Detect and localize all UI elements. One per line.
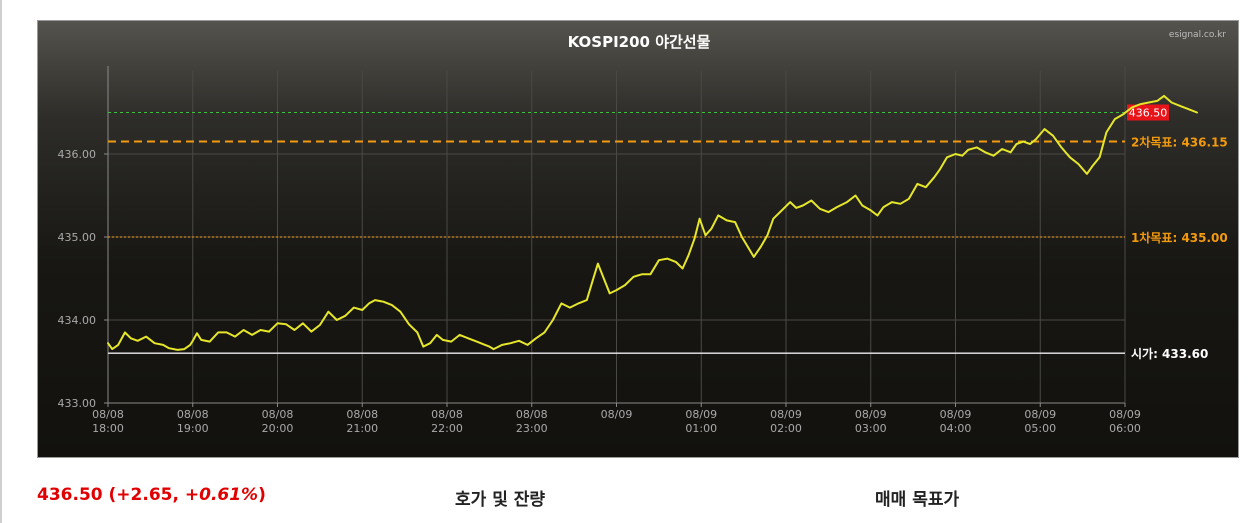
current-quote: 436.50 (+2.65, +0.61%) — [37, 485, 266, 505]
x-tick-label-time: 01:00 — [685, 422, 717, 435]
reference-line-label: 2차목표: 436.15 — [1131, 135, 1228, 150]
x-tick-label-date: 08/08 — [346, 408, 378, 421]
x-tick-label-date: 08/08 — [177, 408, 209, 421]
y-tick-label: 434.00 — [58, 314, 97, 327]
x-tick-label-time: 06:00 — [1109, 422, 1141, 435]
x-tick-label-time: 21:00 — [346, 422, 378, 435]
price-chart: KOSPI200 야간선물 esignal.co.kr08/0818:0008/0… — [58, 30, 1228, 435]
price-series-line — [107, 94, 1198, 351]
x-tick-label-time: 19:00 — [177, 422, 209, 435]
x-tick-label-date: 08/08 — [92, 408, 124, 421]
x-tick-label-date: 08/08 — [262, 408, 294, 421]
x-tick-label-date: 08/09 — [940, 408, 972, 421]
x-tick-label-time: 05:00 — [1024, 422, 1056, 435]
left-border — [0, 0, 2, 523]
y-tick-label: 436.00 — [58, 148, 97, 161]
target-price-link[interactable]: 매매 목표가 — [875, 490, 960, 510]
chart-panel: KOSPI200 야간선물 esignal.co.kr 08/08 18:00 08/0… — [37, 20, 1239, 458]
reference-line-label: 시가: 433.60 — [1131, 346, 1208, 361]
x-tick-label-time: 23:00 — [516, 422, 548, 435]
x-tick-label-time: 03:00 — [855, 422, 887, 435]
x-tick-label-date: 08/08 — [431, 408, 463, 421]
x-tick-label-time: 02:00 — [770, 422, 802, 435]
x-tick-label-time: 20:00 — [262, 422, 294, 435]
y-tick-label: 433.00 — [58, 397, 97, 410]
price-badge-label: 436.50 — [1129, 107, 1168, 120]
price-badge — [1127, 104, 1169, 121]
x-tick-label-date: 08/09 — [1024, 408, 1056, 421]
x-tick-label-date: 08/09 — [1109, 408, 1141, 421]
reference-line-label: 1차목표: 435.00 — [1131, 230, 1228, 245]
y-tick-label: 435.00 — [58, 231, 97, 244]
quote-close: ) — [258, 485, 266, 505]
x-tick-label-date: 08/09 — [770, 408, 802, 421]
orderbook-link[interactable]: 호가 및 잔량 — [455, 490, 546, 510]
x-tick-label-date: 08/08 — [516, 408, 548, 421]
quote-percent: 0.61% — [199, 485, 259, 505]
x-tick-label-time: 18:00 — [92, 422, 124, 435]
x-tick-label-time: 04:00 — [940, 422, 972, 435]
chart-title: KOSPI200 야간선물 — [568, 33, 711, 51]
x-tick-label-date: 08/09 — [601, 408, 633, 421]
x-tick-label-date: 08/09 — [855, 408, 887, 421]
chart-source: esignal.co.kr — [1169, 30, 1226, 40]
x-tick-label-time: 22:00 — [431, 422, 463, 435]
quote-price: 436.50 (+2.65, + — [37, 485, 200, 505]
x-tick-label-date: 08/09 — [685, 408, 717, 421]
